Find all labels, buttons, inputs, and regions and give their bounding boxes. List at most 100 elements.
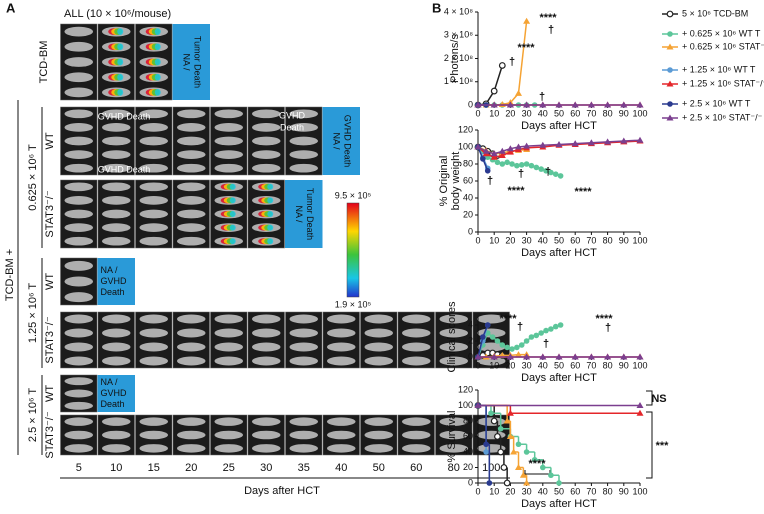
x-tick-label: 0 [475, 360, 480, 370]
marker [474, 402, 482, 408]
x-tick-label: 10 [489, 235, 499, 245]
legend-label: 5 × 10⁶ TCD-BM [682, 8, 748, 18]
day-label: 20 [185, 462, 197, 474]
marker [506, 353, 514, 360]
marker [494, 338, 501, 344]
x-tick-label: 90 [619, 235, 629, 245]
mouse [214, 109, 243, 119]
marker [506, 148, 514, 155]
mouse [214, 417, 243, 426]
y-tick-label: 4 × 10⁸ [444, 6, 473, 16]
y-tick-label: 0 [468, 99, 473, 109]
marker [666, 43, 674, 50]
panel-header: ALL (10 × 10⁶/mouse) [64, 8, 171, 20]
x-tick-label: 30 [522, 486, 532, 496]
mouse [139, 417, 168, 426]
mouse [64, 342, 93, 352]
panel-label: A [6, 0, 16, 15]
mouse [102, 209, 131, 219]
marker [509, 346, 515, 352]
mouse [289, 430, 318, 440]
mouse [439, 342, 468, 352]
mouse [252, 314, 281, 324]
mouse [139, 109, 168, 119]
x-tick-label: 40 [538, 360, 548, 370]
legend-label: + 1.25 × 10⁶ STAT⁻/⁻ T [682, 78, 764, 88]
x-title: Days after HCT [521, 247, 597, 259]
mouse [439, 328, 468, 338]
mouse [139, 150, 168, 159]
x-tick-label: 70 [586, 108, 596, 118]
x-tick-label: 80 [603, 360, 613, 370]
marker [490, 150, 498, 157]
mouse [439, 430, 468, 440]
marker [499, 161, 506, 167]
mouse [214, 328, 243, 338]
mouse [102, 430, 131, 440]
mouse [402, 356, 431, 366]
marker [519, 471, 527, 478]
marker [506, 433, 514, 439]
annotation: **** [574, 186, 592, 198]
mouse [139, 444, 168, 453]
marker [557, 173, 564, 179]
annotation: † [487, 175, 493, 187]
marker [523, 17, 531, 24]
marker [474, 353, 482, 360]
sig-bracket [646, 411, 653, 479]
mouse [327, 356, 356, 366]
annotation: † [517, 321, 523, 333]
marker [667, 31, 673, 37]
y-tick-label: 40 [463, 446, 473, 456]
marker [494, 433, 501, 440]
marker [506, 145, 514, 152]
mouse [289, 444, 318, 453]
panel-label: B [432, 0, 441, 15]
marker [515, 441, 522, 448]
mouse [177, 444, 206, 453]
legend-label: + 1.25 × 10⁶ WT T [682, 64, 756, 74]
marker [571, 353, 579, 360]
mouse [252, 136, 281, 146]
x-tick-label: 70 [586, 235, 596, 245]
x-tick-label: 60 [570, 486, 580, 496]
mouse [252, 417, 281, 426]
marker [523, 161, 530, 167]
y-tick-label: 120 [458, 124, 473, 134]
mouse [252, 109, 281, 119]
row-label: TCD-BM [38, 41, 50, 84]
note: GVHD [279, 110, 306, 120]
mouse [252, 356, 281, 366]
marker [636, 409, 644, 416]
marker [548, 169, 554, 176]
y-tick-label: 100 [458, 141, 473, 151]
row-label: WT [44, 385, 56, 402]
marker [503, 417, 511, 424]
annotation: † [518, 168, 524, 180]
x-title: Days after HCT [244, 485, 320, 497]
group-label: 2.5 × 10⁶ T [27, 388, 39, 442]
mouse [177, 136, 206, 146]
mouse [327, 328, 356, 338]
x-tick-label: 90 [619, 108, 629, 118]
y-tick-label: 2 × 10⁸ [444, 53, 473, 63]
day-label: 5 [76, 462, 82, 474]
mouse [439, 356, 468, 366]
status-text: Tumor Death [192, 36, 202, 88]
mouse [139, 430, 168, 440]
x-tick-label: 100 [632, 108, 647, 118]
marker [540, 464, 546, 471]
marker [498, 62, 506, 69]
marker [518, 342, 525, 348]
marker [518, 162, 525, 168]
marker [604, 138, 612, 145]
x-tick-label: 40 [538, 486, 548, 496]
mouse [177, 356, 206, 366]
annotation: **** [528, 458, 546, 470]
marker [533, 332, 540, 339]
marker [523, 353, 531, 360]
status-text: NA / [294, 205, 304, 223]
mouse [402, 430, 431, 440]
marker [620, 353, 628, 360]
signal [154, 89, 161, 96]
